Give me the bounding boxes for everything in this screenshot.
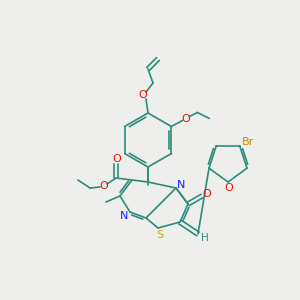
Text: O: O — [139, 90, 147, 100]
Text: N: N — [177, 180, 185, 190]
Text: O: O — [225, 183, 233, 193]
Text: H: H — [201, 233, 209, 243]
Text: O: O — [202, 189, 211, 199]
Text: N: N — [120, 211, 128, 221]
Text: O: O — [181, 113, 190, 124]
Text: S: S — [156, 230, 164, 240]
Text: O: O — [100, 181, 108, 191]
Text: Br: Br — [242, 137, 254, 147]
Text: O: O — [112, 154, 122, 164]
